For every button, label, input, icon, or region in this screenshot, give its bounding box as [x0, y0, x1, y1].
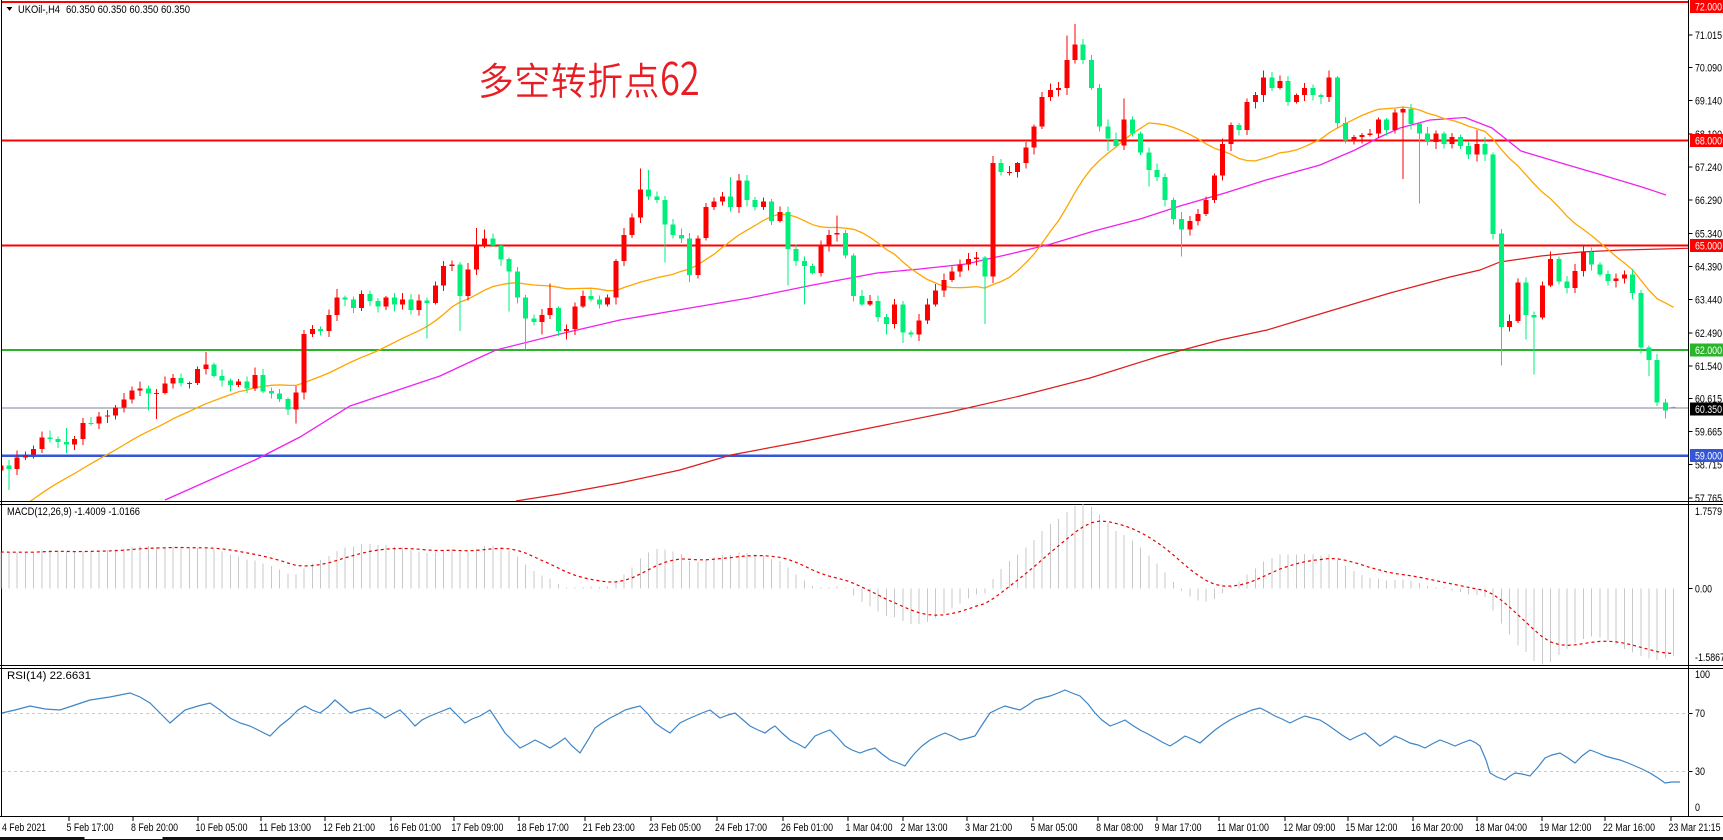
svg-text:67.240: 67.240 — [1695, 162, 1722, 174]
svg-text:MACD(12,26,9) -1.4009 -1.0166: MACD(12,26,9) -1.4009 -1.0166 — [7, 506, 140, 518]
svg-text:60.615: 60.615 — [1695, 393, 1722, 405]
svg-text:59.000: 59.000 — [1695, 451, 1722, 463]
svg-text:70.090: 70.090 — [1695, 63, 1722, 75]
svg-text:30: 30 — [1695, 766, 1705, 778]
svg-text:59.665: 59.665 — [1695, 427, 1722, 439]
svg-text:18 Feb 17:00: 18 Feb 17:00 — [517, 822, 569, 834]
svg-text:57.765: 57.765 — [1695, 493, 1722, 505]
svg-text:22 Mar 16:00: 22 Mar 16:00 — [1603, 822, 1655, 834]
svg-text:63.440: 63.440 — [1695, 295, 1722, 307]
svg-text:62.490: 62.490 — [1695, 328, 1722, 340]
svg-text:69.140: 69.140 — [1695, 96, 1722, 108]
svg-text:15 Mar 12:00: 15 Mar 12:00 — [1345, 822, 1397, 834]
svg-text:62.000: 62.000 — [1695, 345, 1722, 357]
svg-text:2 Mar 13:00: 2 Mar 13:00 — [901, 822, 948, 834]
svg-text:10 Feb 05:00: 10 Feb 05:00 — [196, 822, 248, 834]
svg-text:4 Feb 2021: 4 Feb 2021 — [2, 822, 46, 834]
svg-text:12 Feb 21:00: 12 Feb 21:00 — [323, 822, 375, 834]
svg-text:18 Mar 04:00: 18 Mar 04:00 — [1475, 822, 1527, 834]
svg-text:71.015: 71.015 — [1695, 30, 1722, 42]
svg-text:60.350: 60.350 — [1695, 404, 1722, 416]
svg-text:12 Mar 09:00: 12 Mar 09:00 — [1283, 822, 1335, 834]
svg-text:RSI(14) 22.6631: RSI(14) 22.6631 — [7, 670, 91, 682]
svg-text:8 Feb 20:00: 8 Feb 20:00 — [131, 822, 178, 834]
svg-text:-1.5867: -1.5867 — [1695, 652, 1723, 664]
svg-text:60.350 60.350 60.350 60.350: 60.350 60.350 60.350 60.350 — [66, 4, 190, 16]
svg-text:11 Mar 01:00: 11 Mar 01:00 — [1217, 822, 1269, 834]
svg-text:64.390: 64.390 — [1695, 262, 1722, 274]
svg-text:72.000: 72.000 — [1695, 2, 1722, 14]
svg-text:66.290: 66.290 — [1695, 195, 1722, 207]
svg-text:26 Feb 01:00: 26 Feb 01:00 — [781, 822, 833, 834]
svg-text:3 Mar 21:00: 3 Mar 21:00 — [965, 822, 1012, 834]
svg-text:16 Feb 01:00: 16 Feb 01:00 — [389, 822, 441, 834]
svg-text:0: 0 — [1695, 802, 1700, 814]
svg-text:5 Feb 17:00: 5 Feb 17:00 — [67, 822, 114, 834]
svg-text:70: 70 — [1695, 708, 1705, 720]
svg-text:19 Mar 12:00: 19 Mar 12:00 — [1539, 822, 1591, 834]
svg-text:5 Mar 05:00: 5 Mar 05:00 — [1031, 822, 1078, 834]
svg-text:61.540: 61.540 — [1695, 361, 1722, 373]
svg-text:24 Feb 17:00: 24 Feb 17:00 — [715, 822, 767, 834]
svg-text:11 Feb 13:00: 11 Feb 13:00 — [259, 822, 311, 834]
svg-text:1 Mar 04:00: 1 Mar 04:00 — [846, 822, 893, 834]
svg-text:17 Feb 09:00: 17 Feb 09:00 — [451, 822, 503, 834]
svg-text:65.000: 65.000 — [1695, 240, 1722, 252]
svg-text:1.7579: 1.7579 — [1695, 506, 1722, 518]
svg-text:68.000: 68.000 — [1695, 136, 1722, 148]
svg-text:0.00: 0.00 — [1695, 584, 1712, 596]
svg-text:23 Mar 21:15: 23 Mar 21:15 — [1669, 822, 1721, 834]
svg-text:21 Feb 23:00: 21 Feb 23:00 — [583, 822, 635, 834]
svg-text:UKOil-,H4: UKOil-,H4 — [18, 4, 60, 16]
svg-text:23 Feb 05:00: 23 Feb 05:00 — [649, 822, 701, 834]
svg-text:9 Mar 17:00: 9 Mar 17:00 — [1155, 822, 1202, 834]
svg-text:16 Mar 20:00: 16 Mar 20:00 — [1411, 822, 1463, 834]
svg-text:100: 100 — [1695, 669, 1710, 681]
svg-text:8 Mar 08:00: 8 Mar 08:00 — [1096, 822, 1143, 834]
svg-text:65.340: 65.340 — [1695, 228, 1722, 240]
svg-text:58.715: 58.715 — [1695, 460, 1722, 472]
